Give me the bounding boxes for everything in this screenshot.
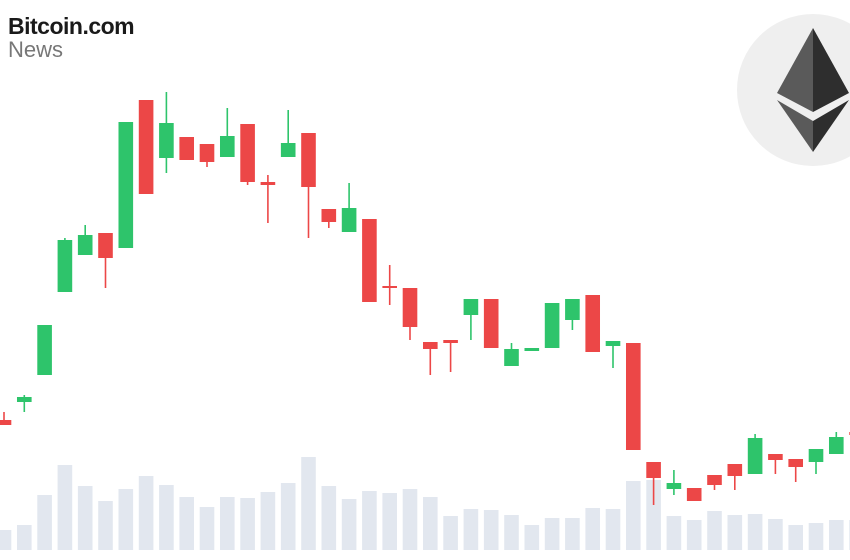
candle-body <box>57 240 73 292</box>
volume-bar <box>666 516 682 550</box>
candle-body <box>747 438 763 474</box>
volume-bar <box>37 495 52 550</box>
volume-bar <box>382 493 398 550</box>
candle-body <box>768 454 783 460</box>
volume-bar <box>280 483 296 550</box>
candle-body <box>0 420 12 425</box>
volume-bar <box>625 481 641 550</box>
volume-bar <box>727 515 743 550</box>
candle-body <box>77 235 93 255</box>
candle-body <box>301 133 316 187</box>
volume-bar <box>605 509 621 550</box>
candle-body <box>625 343 641 450</box>
volume-bar <box>747 514 763 550</box>
volume-bar <box>686 520 702 550</box>
candle-body <box>707 475 722 485</box>
volume-bar <box>828 520 844 550</box>
volume-bar <box>768 519 783 550</box>
logo-face <box>777 100 813 152</box>
candle-body <box>504 349 519 366</box>
volume-bar <box>179 497 195 550</box>
eth-logo <box>737 14 850 166</box>
candle-body <box>37 325 52 375</box>
candle-body <box>240 124 255 182</box>
volume-bar <box>301 457 316 550</box>
candle-body <box>179 137 195 160</box>
volume-bar <box>219 497 235 550</box>
volume-bar <box>199 507 215 550</box>
volume-bar <box>362 491 377 550</box>
candle-body <box>605 341 621 346</box>
candle-body <box>544 303 560 348</box>
candle-body <box>260 182 276 185</box>
volume-bar <box>138 476 154 550</box>
candle-body <box>341 208 357 232</box>
volume-bar <box>443 516 458 550</box>
volume-bar <box>57 465 73 550</box>
candle-body <box>362 219 377 302</box>
volume-bar <box>808 523 824 550</box>
volume-bar <box>565 518 580 550</box>
volume-bar <box>159 485 174 550</box>
candle-body <box>98 233 113 258</box>
candle-body <box>808 449 824 462</box>
volume-layer <box>0 457 850 550</box>
volume-bar <box>483 510 499 550</box>
volume-bar <box>504 515 519 550</box>
candle-body <box>382 286 398 288</box>
candle-body <box>483 299 499 348</box>
candle-layer <box>0 92 850 505</box>
candle-body <box>828 437 844 454</box>
logo-face <box>777 28 813 112</box>
volume-bar <box>321 486 337 550</box>
volume-bar <box>240 498 255 550</box>
volume-bar <box>0 530 12 550</box>
volume-bar <box>402 489 418 550</box>
candle-body <box>443 340 458 343</box>
candle-body <box>565 299 580 320</box>
volume-bar <box>260 492 276 550</box>
volume-bar <box>16 525 32 550</box>
candle-body <box>422 342 438 349</box>
volume-bar <box>463 509 479 550</box>
candle-body <box>463 299 479 315</box>
volume-bar <box>707 511 722 550</box>
volume-bar <box>98 501 113 550</box>
volume-bar <box>524 525 540 550</box>
volume-bar <box>585 508 601 550</box>
volume-bar <box>77 486 93 550</box>
candle-body <box>118 122 134 248</box>
candle-body <box>727 464 743 476</box>
volume-bar <box>788 525 804 550</box>
candle-body <box>402 288 418 327</box>
candle-body <box>585 295 601 352</box>
candle-body <box>219 136 235 157</box>
candle-body <box>524 348 540 351</box>
volume-bar <box>646 480 661 550</box>
volume-bar <box>118 489 134 550</box>
volume-bar <box>341 499 357 550</box>
logo-face <box>813 100 849 152</box>
candle-body <box>199 144 215 162</box>
candle-body <box>686 488 702 501</box>
brand-section: News <box>8 37 63 62</box>
candle-body <box>788 459 804 467</box>
candle-body <box>138 100 154 194</box>
candle-body <box>280 143 296 157</box>
candle-body <box>646 462 661 478</box>
candle-body <box>16 397 32 402</box>
candle-body <box>321 209 337 222</box>
candle-body <box>666 483 682 489</box>
volume-bar <box>544 518 560 550</box>
brand-name: Bitcoin.com <box>8 13 134 39</box>
volume-bar <box>422 497 438 550</box>
logo-face <box>813 28 849 112</box>
candle-body <box>159 123 174 158</box>
